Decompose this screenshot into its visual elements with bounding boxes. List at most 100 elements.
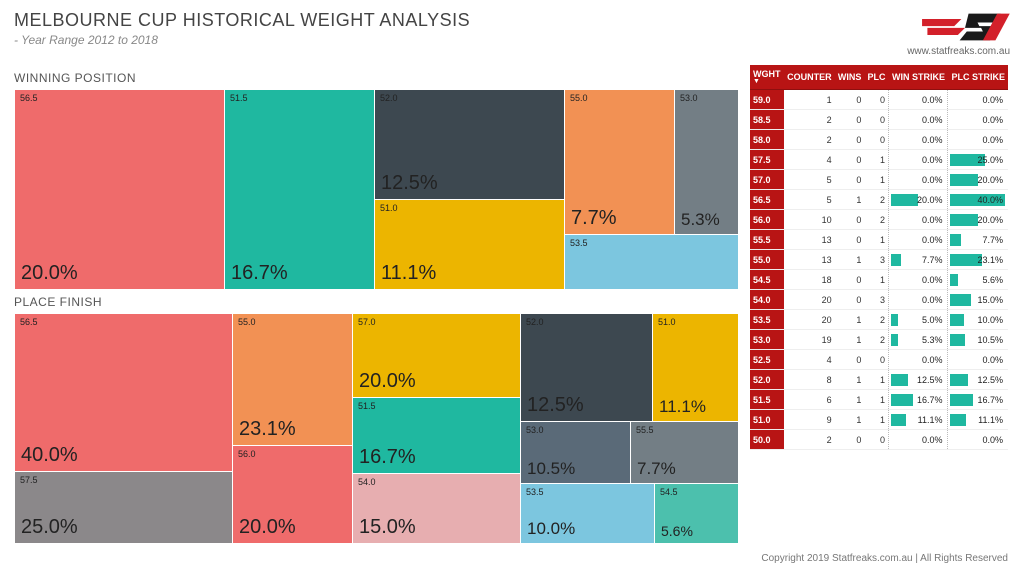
strike-value: 16.7% <box>977 393 1003 407</box>
treemap-tile[interactable]: 52.012.5% <box>375 90 565 200</box>
treemap-tile[interactable]: 53.010.5% <box>521 422 631 484</box>
page-subtitle: - Year Range 2012 to 2018 <box>14 33 470 47</box>
treemap-tile[interactable]: 54.015.0% <box>353 474 521 544</box>
strike-value: 0.0% <box>982 133 1003 147</box>
strike-value: 5.3% <box>922 333 943 347</box>
bar-cell: 0.0% <box>889 270 948 290</box>
table-cell: 5 <box>784 190 835 210</box>
bar-cell: 40.0% <box>948 190 1008 210</box>
table-cell: 2 <box>864 210 888 230</box>
table-cell: 0 <box>835 210 865 230</box>
table-row: 56.010020.0%20.0% <box>750 210 1008 230</box>
bar-cell: 0.0% <box>948 350 1008 370</box>
table-cell: 58.5 <box>750 110 784 130</box>
tile-label: 55.0 <box>238 317 256 327</box>
table-row: 53.520125.0%10.0% <box>750 310 1008 330</box>
bar-cell: 20.0% <box>948 210 1008 230</box>
treemap-tile[interactable]: 57.020.0% <box>353 314 521 398</box>
strike-value: 0.0% <box>982 93 1003 107</box>
table-row: 50.02000.0%0.0% <box>750 430 1008 450</box>
strike-bar <box>950 414 965 426</box>
strike-value: 0.0% <box>922 133 943 147</box>
table-cell: 2 <box>864 190 888 210</box>
table-cell: 0 <box>835 110 865 130</box>
table-cell: 0 <box>864 350 888 370</box>
strike-bar <box>891 374 908 386</box>
strike-value: 0.0% <box>922 293 943 307</box>
col-wins[interactable]: WINS <box>835 65 865 90</box>
table-cell: 52.0 <box>750 370 784 390</box>
strike-value: 0.0% <box>922 173 943 187</box>
strike-bar <box>950 394 973 406</box>
bar-cell: 0.0% <box>889 150 948 170</box>
treemap-tile[interactable]: 56.5 40.0% <box>15 314 233 472</box>
treemap-tile[interactable]: 54.55.6% <box>655 484 739 544</box>
table-cell: 0 <box>835 290 865 310</box>
table-cell: 0 <box>864 110 888 130</box>
treemap-tile[interactable]: 53.5 <box>565 235 739 290</box>
treemap-tile[interactable]: 53.510.0% <box>521 484 655 544</box>
tile-value: 40.0% <box>21 444 78 467</box>
strike-value: 0.0% <box>922 353 943 367</box>
bar-cell: 0.0% <box>889 130 948 150</box>
table-cell: 52.5 <box>750 350 784 370</box>
tile-value: 5.6% <box>661 523 693 539</box>
tile-value: 7.7% <box>637 459 676 479</box>
statfreaks-logo-icon <box>920 10 1010 44</box>
bar-cell: 5.6% <box>948 270 1008 290</box>
table-cell: 2 <box>864 330 888 350</box>
col-counter[interactable]: COUNTER <box>784 65 835 90</box>
winning-title: WINNING POSITION <box>14 71 738 85</box>
treemap-tile[interactable]: 57.525.0% <box>15 472 233 544</box>
treemap-tile[interactable]: 53.05.3% <box>675 90 739 235</box>
table-cell: 3 <box>864 250 888 270</box>
col-plc-strike[interactable]: PLC STRIKE <box>948 65 1008 90</box>
table-row: 55.013137.7%23.1% <box>750 250 1008 270</box>
table-cell: 1 <box>864 170 888 190</box>
tile-label: 51.5 <box>358 401 376 411</box>
table-cell: 5 <box>784 170 835 190</box>
treemap-tile[interactable]: 55.57.7% <box>631 422 739 484</box>
table-cell: 1 <box>835 370 865 390</box>
strike-value: 20.0% <box>917 193 943 207</box>
tile-value: 12.5% <box>381 172 438 195</box>
col-win-strike[interactable]: WIN STRIKE <box>889 65 948 90</box>
table-row: 57.05010.0%20.0% <box>750 170 1008 190</box>
site-url: www.statfreaks.com.au <box>907 46 1010 57</box>
tile-label: 55.0 <box>570 93 588 103</box>
table-row: 51.561116.7%16.7% <box>750 390 1008 410</box>
table-cell: 1 <box>835 410 865 430</box>
bar-cell: 0.0% <box>948 110 1008 130</box>
strike-value: 40.0% <box>977 193 1003 207</box>
tile-label: 56.0 <box>238 449 256 459</box>
strike-value: 0.0% <box>922 113 943 127</box>
table-cell: 54.5 <box>750 270 784 290</box>
col-wght[interactable]: WGHT▼ <box>750 65 784 90</box>
col-plc[interactable]: PLC <box>864 65 888 90</box>
table-cell: 57.0 <box>750 170 784 190</box>
treemap-tile[interactable]: 51.011.1% <box>375 200 565 290</box>
strike-value: 0.0% <box>922 213 943 227</box>
table-cell: 0 <box>835 150 865 170</box>
treemap-tile[interactable]: 56.520.0% <box>15 90 225 290</box>
treemap-tile[interactable]: 51.516.7% <box>353 398 521 474</box>
tile-value: 20.0% <box>21 262 78 285</box>
strike-bar <box>950 214 977 226</box>
bar-cell: 0.0% <box>889 430 948 450</box>
strike-value: 5.6% <box>982 273 1003 287</box>
table-cell: 51.5 <box>750 390 784 410</box>
tile-label: 56.5 <box>20 317 38 327</box>
table-row: 58.52000.0%0.0% <box>750 110 1008 130</box>
strike-value: 16.7% <box>917 393 943 407</box>
treemap-tile[interactable]: 51.011.1% <box>653 314 739 422</box>
treemap-tile[interactable]: 55.023.1% <box>233 314 353 446</box>
tile-label: 53.0 <box>680 93 698 103</box>
bar-cell: 0.0% <box>889 290 948 310</box>
strike-bar <box>950 374 967 386</box>
treemap-tile[interactable]: 52.012.5% <box>521 314 653 422</box>
table-cell: 0 <box>864 130 888 150</box>
tile-label: 51.5 <box>230 93 248 103</box>
treemap-tile[interactable]: 55.07.7% <box>565 90 675 235</box>
treemap-tile[interactable]: 51.516.7% <box>225 90 375 290</box>
treemap-tile[interactable]: 56.020.0% <box>233 446 353 544</box>
